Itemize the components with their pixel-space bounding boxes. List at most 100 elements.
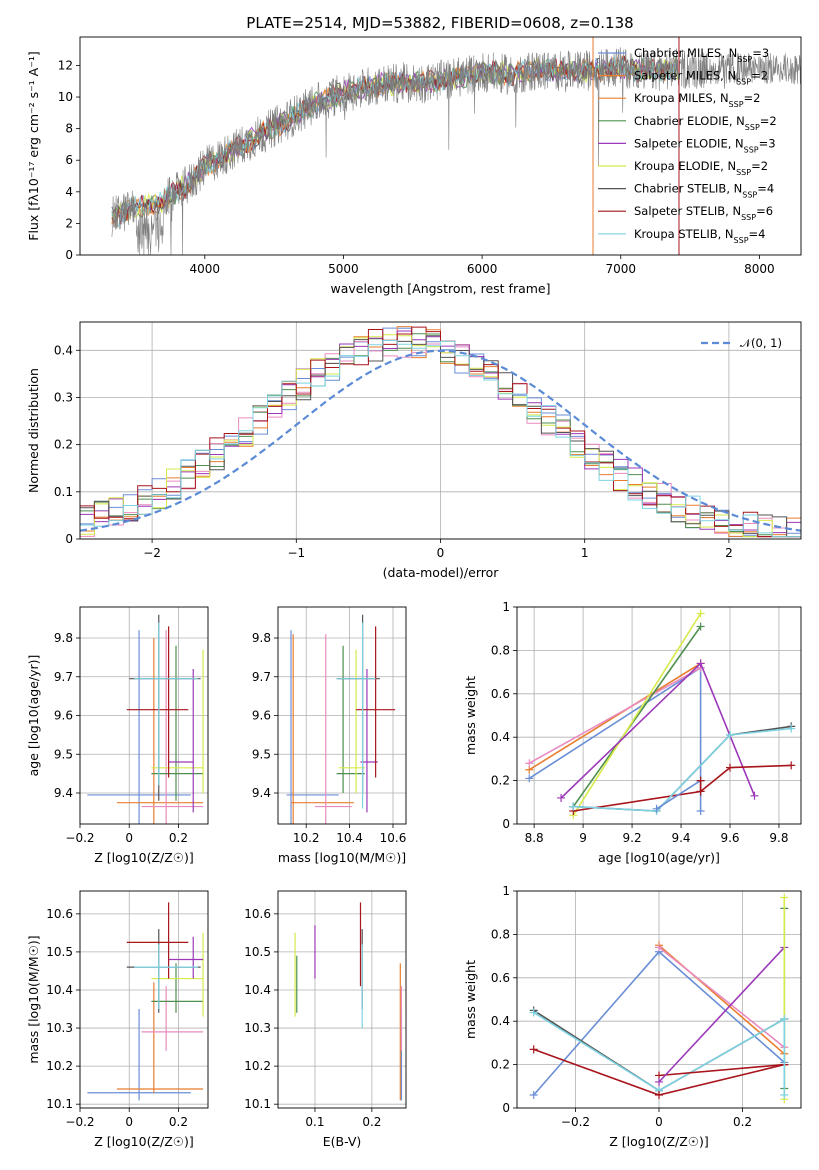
point-marker [529, 1090, 538, 1099]
y-tick-label: 2 [65, 216, 73, 230]
legend-label-rest: =2 [751, 159, 768, 173]
histogram-plot [80, 326, 801, 538]
y-tick-label: 1 [502, 884, 510, 898]
x-tick-label: 0 [437, 546, 445, 560]
x-axis-label: (data-model)/error [383, 565, 500, 580]
series-line [528, 662, 702, 771]
mass_vs_Z-plot [87, 902, 204, 1101]
massweight_vs_Z-plot [529, 893, 789, 1104]
y-tick-label: 0 [502, 1101, 510, 1115]
legend-label: Chabrier STELIB, NSSP=4 [634, 182, 774, 200]
legend-label-rest: =2 [744, 91, 761, 105]
legend-label: Salpeter MILES, NSSP=2 [634, 69, 768, 87]
series-line [573, 727, 792, 812]
y-tick-label: 10.4 [46, 983, 73, 997]
x-tick-label: −0.2 [65, 1115, 94, 1129]
axes-mass_vs_Z: −0.2 0 0.2 10.1 10.2 10.3 10.4 10.5 10.6 [46, 891, 208, 1129]
series-line [572, 613, 702, 816]
x-tick-label: 9.6 [720, 831, 739, 845]
y-tick-label: 9.6 [252, 709, 271, 723]
y-tick-label: 0.8 [491, 643, 510, 657]
y-tick-label: 10.6 [46, 907, 73, 921]
point-marker [780, 1015, 789, 1024]
observed-spectrum-line [111, 47, 801, 255]
y-tick-label: 0.4 [491, 730, 510, 744]
x-tick-label: 9.8 [769, 831, 788, 845]
x-tick-label: 1 [581, 546, 589, 560]
y-tick-label: 9.4 [54, 786, 73, 800]
y-tick-label: 0.1 [54, 485, 73, 499]
legend-label: Chabrier ELODIE, NSSP=2 [634, 114, 777, 132]
mass_vs_ebv-frame [277, 890, 407, 1109]
legend-label-rest: =2 [751, 69, 768, 83]
age_vs_mass-plot [286, 614, 396, 824]
x-tick-label: 8.8 [525, 831, 544, 845]
y-tick-label: 10.6 [244, 907, 271, 921]
x-tick-label: 5000 [328, 262, 359, 276]
point-marker [787, 761, 796, 770]
x-tick-label: 2 [725, 546, 733, 560]
x-tick-label: 10.6 [380, 831, 407, 845]
histogram-legend: 𝒩(0, 1) [701, 336, 782, 350]
y-tick-label: 6 [65, 153, 73, 167]
legend-subscript: SSP [741, 213, 756, 222]
legend-label: Kroupa STELIB, NSSP=4 [634, 227, 765, 245]
y-tick-label: 10.3 [244, 1021, 271, 1035]
legend-label: Chabrier MILES, NSSP=3 [634, 46, 769, 64]
x-tick-label: 10.4 [336, 831, 363, 845]
y-tick-label: 10.5 [244, 945, 271, 959]
y-tick-label: 0.6 [491, 687, 510, 701]
spectrum-plot [111, 37, 801, 255]
point-marker [525, 759, 534, 768]
series-line [572, 626, 702, 808]
axes-spectrum: 4000 5000 6000 7000 8000 0 2 4 6 8 10 12 [58, 58, 775, 276]
legend-subscript: SSP [734, 235, 749, 244]
x-axis-label: Z [log10(Z/Z☉)] [94, 850, 194, 865]
point-marker [529, 1045, 538, 1054]
point-marker [655, 943, 663, 952]
x-tick-label: 4000 [190, 262, 221, 276]
legend-label: Kroupa MILES, NSSP=2 [634, 91, 760, 109]
legend-subscript: SSP [745, 122, 760, 131]
y-tick-label: 0.4 [491, 1014, 510, 1028]
legend-subscript: SSP [742, 190, 757, 199]
y-tick-label: 9.8 [252, 631, 271, 645]
y-tick-label: 0 [65, 248, 73, 262]
point-marker [569, 802, 578, 811]
mass_vs_Z-frame [79, 890, 209, 1109]
legend-label-rest: =3 [759, 136, 776, 150]
series-line [573, 764, 792, 812]
y-tick-label: 0.4 [54, 343, 73, 357]
y-tick-label: 10.2 [244, 1059, 271, 1073]
point-marker [787, 724, 796, 733]
legend-label: Salpeter STELIB, NSSP=6 [634, 204, 773, 222]
legend-label: 𝒩(0, 1) [740, 336, 782, 350]
y-tick-label: 0.2 [54, 438, 73, 452]
x-tick-label: 10.2 [293, 831, 320, 845]
x-axis-label: Z [log10(Z/Z☉)] [609, 1134, 709, 1149]
x-tick-label: 0 [125, 1115, 133, 1129]
legend-label-rest: =4 [749, 227, 766, 241]
point-marker [525, 774, 534, 783]
point-marker [557, 793, 566, 802]
legend-subscript: SSP [736, 77, 751, 86]
point-marker [696, 659, 705, 668]
legend-label-rest: =6 [756, 204, 773, 218]
x-tick-label: 9 [579, 831, 587, 845]
axes-age_vs_Z: −0.2 0 0.2 9.4 9.5 9.6 9.7 9.8 [54, 607, 208, 845]
series-line [658, 946, 785, 1083]
y-tick-label: 9.8 [54, 631, 73, 645]
point-marker [696, 806, 705, 815]
spectrum-frame [79, 36, 802, 256]
x-axis-label: wavelength [Angstrom, rest frame] [330, 281, 550, 296]
x-tick-label: 0.1 [305, 1115, 324, 1129]
x-tick-label: −2 [143, 546, 161, 560]
axes-massweight_vs_age: 8.8 9 9.2 9.4 9.6 9.8 0 0.2 0.4 0.6 0.8 1 [491, 600, 801, 845]
x-axis-label: mass [log10(M/M☉)] [278, 850, 406, 865]
mass_vs_ebv-plot [294, 902, 403, 1101]
x-tick-label: 0.2 [733, 1115, 752, 1129]
legend-label: Salpeter ELODIE, NSSP=3 [634, 136, 776, 154]
legend-subscript: SSP [736, 168, 751, 177]
x-axis-label: Z [log10(Z/Z☉)] [94, 1134, 194, 1149]
